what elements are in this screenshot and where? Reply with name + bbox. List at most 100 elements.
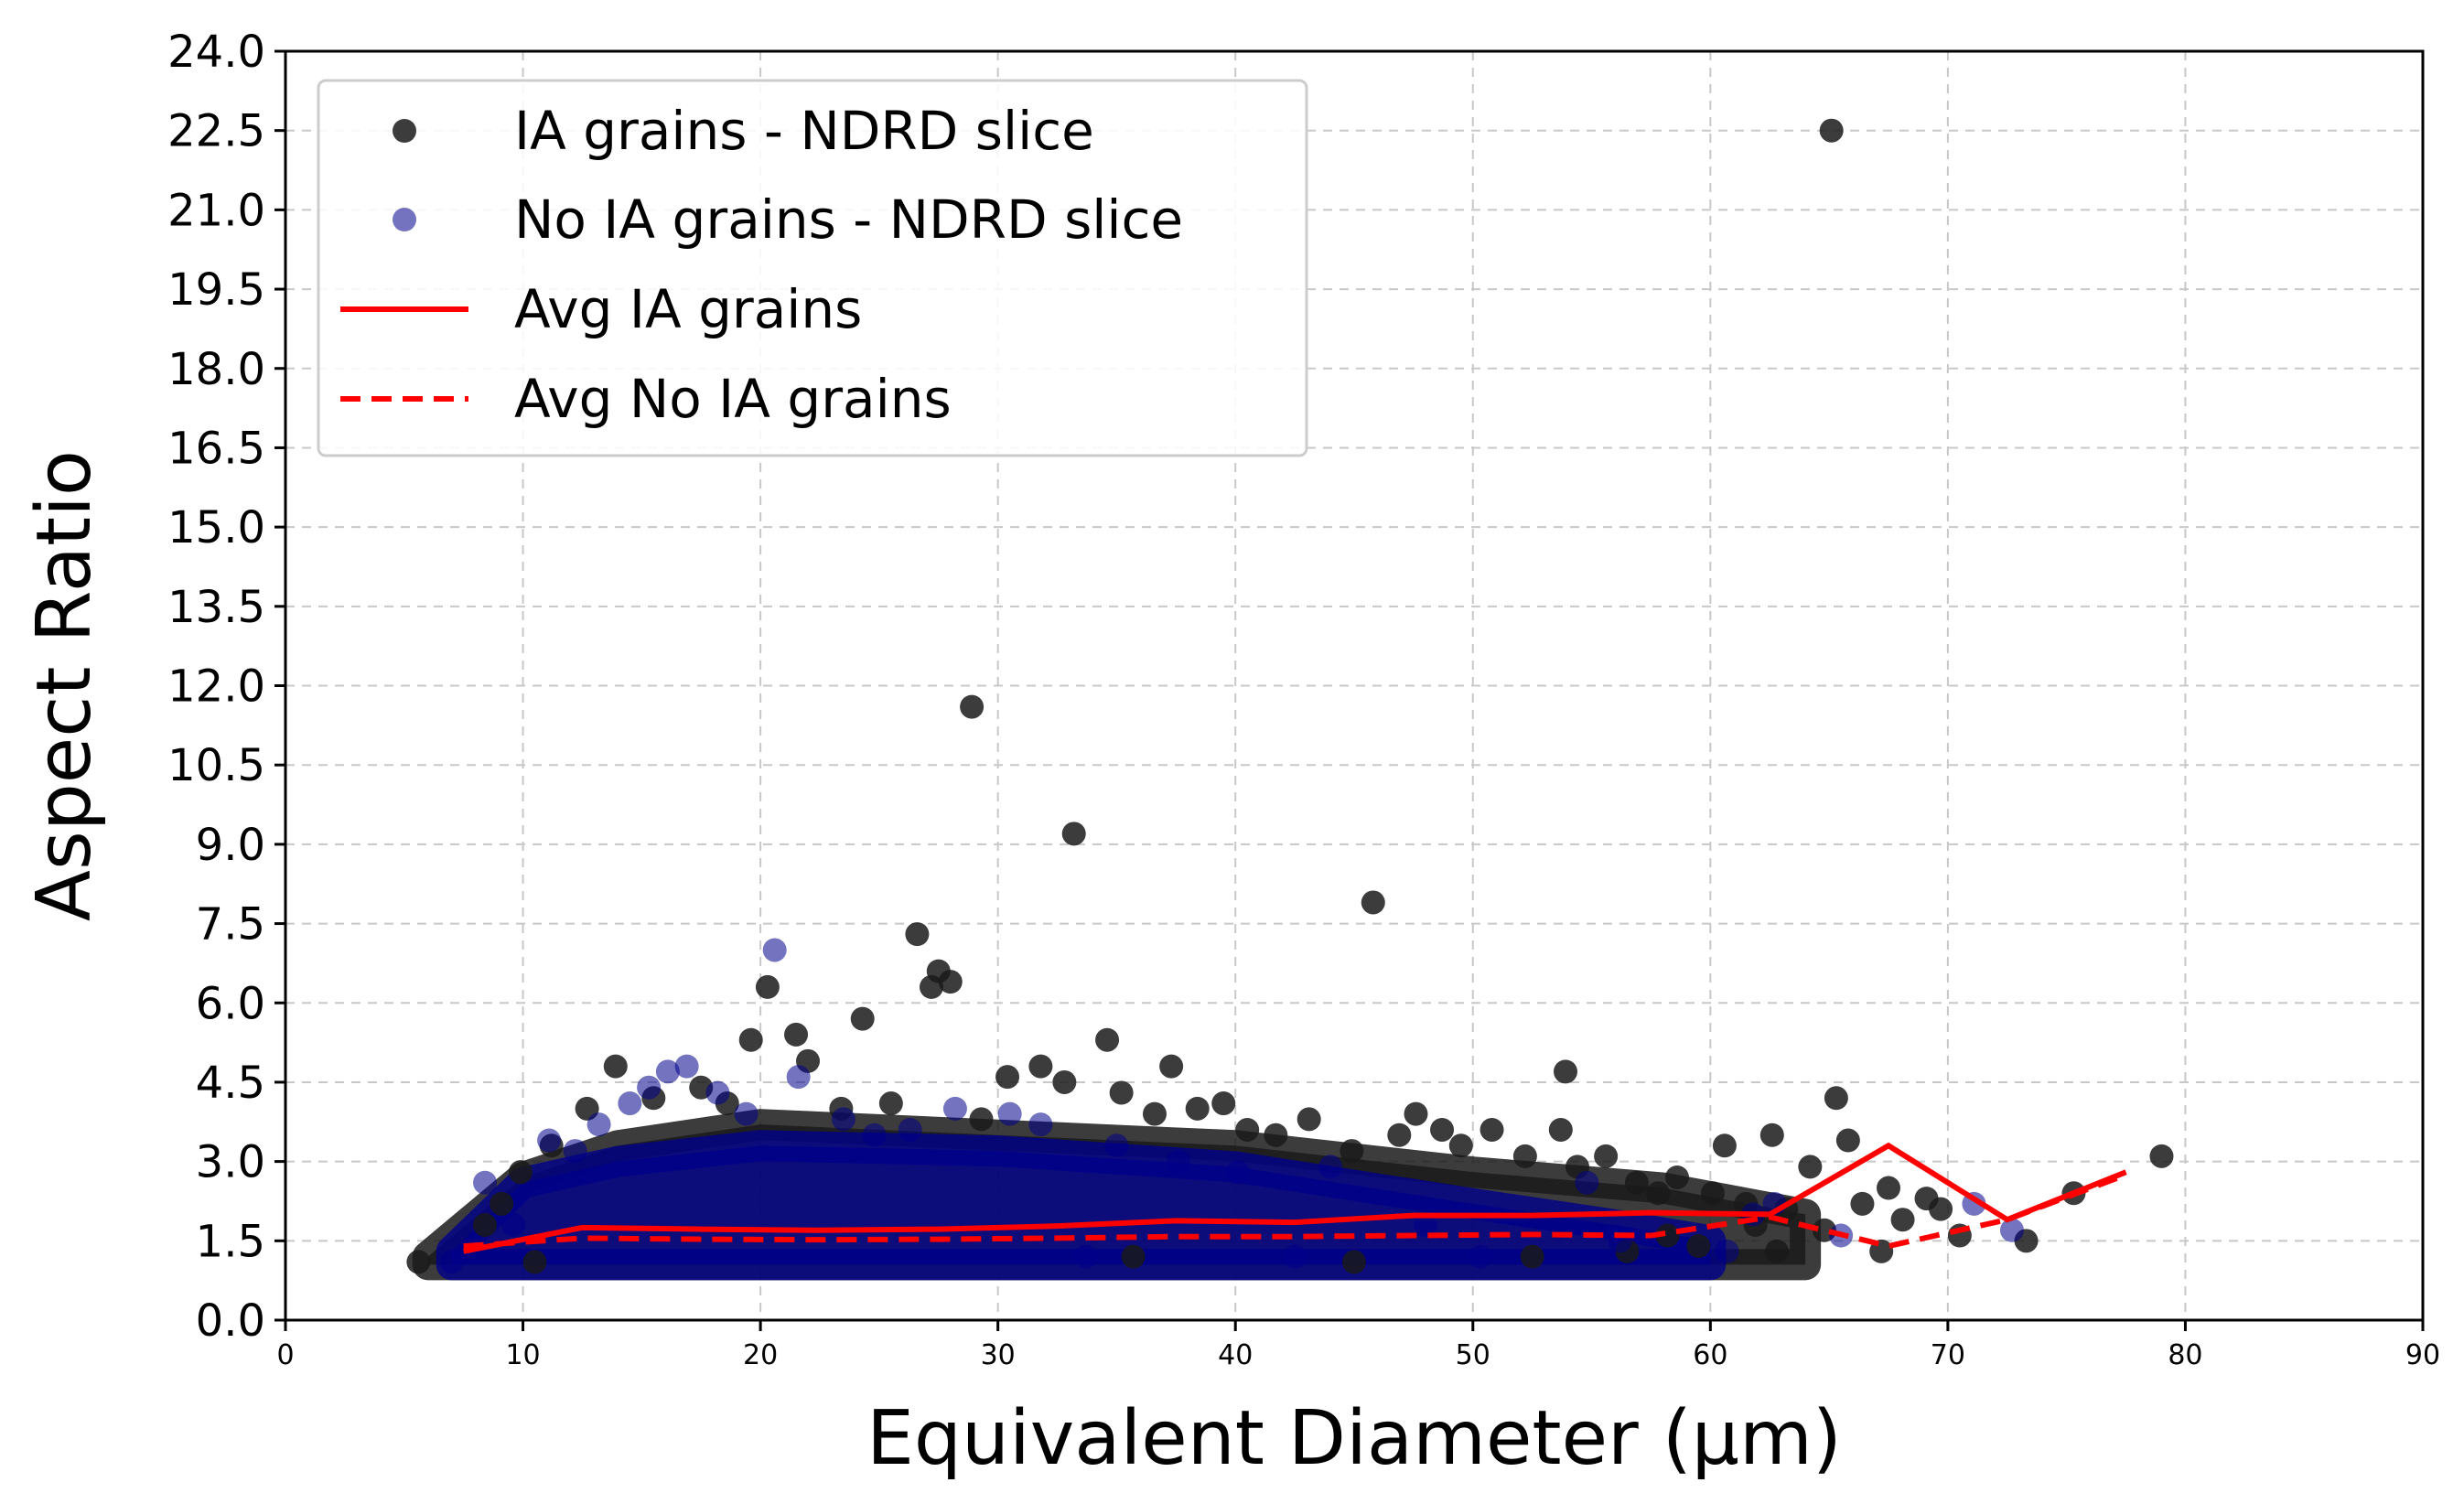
no-ia-grain-point [1413, 1212, 1437, 1237]
no-ia-grain-point [1104, 1133, 1129, 1158]
ia-grain-point [473, 1212, 498, 1237]
no-ia-grain-point [831, 1107, 855, 1132]
legend-marker-ia [393, 119, 416, 143]
no-ia-grain-point [898, 1117, 922, 1142]
x-tick-label: 40 [1218, 1339, 1253, 1371]
ia-grain-point [938, 970, 963, 994]
no-ia-grain-point [1073, 1244, 1098, 1269]
ia-grain-point [1759, 1123, 1784, 1147]
ia-grain-point [1342, 1250, 1366, 1274]
ia-grain-point [738, 1027, 763, 1052]
ia-grain-point [2149, 1144, 2174, 1168]
y-tick-label: 3.0 [196, 1137, 265, 1188]
ia-grain-point [1646, 1181, 1671, 1206]
ia-grain-point [1028, 1054, 1053, 1079]
y-tick-label: 24.0 [167, 27, 265, 78]
ia-grain-point [1109, 1080, 1134, 1105]
no-ia-grain-point [734, 1101, 759, 1126]
legend-label-ia-grains: IA grains - NDRD slice [514, 100, 1094, 162]
no-ia-grain-point [1999, 1218, 2024, 1242]
ia-grain-point [1404, 1101, 1428, 1126]
ia-grain-point [919, 974, 943, 999]
ia-grain-point [1700, 1181, 1725, 1206]
x-tick-label: 30 [981, 1339, 1016, 1371]
ia-grain-point [1387, 1123, 1412, 1147]
ia-grain-point [755, 974, 780, 999]
ia-grain-point [1850, 1191, 1875, 1216]
axis-ticks: 0 10 20 30 40 50 60 70 80 90 0.0 1.5 3.0 4.5 6.0 7.5 9.0… [167, 27, 2440, 1371]
ia-grain-point [1512, 1144, 1537, 1168]
ia-grain-point [1095, 1027, 1120, 1052]
ia-grain-point [1185, 1096, 1210, 1121]
ia-grain-point [508, 1160, 533, 1185]
ia-grain-point [960, 694, 985, 719]
ia-grain-point [1052, 1069, 1077, 1094]
x-tick-label: 80 [2168, 1339, 2202, 1371]
ia-grain-point [603, 1054, 628, 1079]
ia-grain-point [1664, 1165, 1689, 1189]
ia-grain-point [1929, 1197, 1953, 1221]
no-ia-grain-point [862, 1123, 887, 1147]
no-ia-grain-point [1715, 1239, 1739, 1263]
ia-grain-point [1890, 1208, 1915, 1232]
ia-grain-point [1448, 1133, 1473, 1158]
ia-grain-point [1159, 1054, 1184, 1079]
legend-box [317, 79, 1308, 457]
ia-grain-point [1624, 1170, 1649, 1195]
ia-grain-point [1211, 1091, 1236, 1116]
no-ia-grain-point [1028, 1112, 1053, 1137]
legend-marker-no-ia [393, 208, 416, 231]
ia-grain-point [1594, 1144, 1619, 1168]
x-tick-label: 70 [1931, 1339, 1965, 1371]
no-ia-grain-point [537, 1128, 562, 1153]
no-ia-grain-point [655, 1059, 680, 1084]
no-ia-grain-point [674, 1054, 699, 1079]
x-tick-label: 60 [1693, 1339, 1727, 1371]
no-ia-grain-point [1283, 1244, 1307, 1269]
no-ia-grain-point [637, 1075, 662, 1100]
ia-grain-point [1361, 890, 1385, 915]
ia-grain-point [1340, 1139, 1364, 1164]
ia-grain-point [1061, 822, 1086, 846]
legend-label-avg-no-ia: Avg No IA grains [514, 368, 952, 430]
y-tick-label: 15.0 [167, 502, 265, 553]
no-ia-grains-dense-band [436, 1130, 1727, 1281]
x-tick-label: 90 [2405, 1339, 2440, 1371]
no-ia-grain-point [942, 1096, 967, 1121]
ia-grain-point [1235, 1117, 1260, 1142]
ia-grain-point [969, 1107, 994, 1132]
ia-grain-point [1430, 1117, 1455, 1142]
no-ia-grain-point [1318, 1155, 1343, 1179]
x-tick-label: 50 [1456, 1339, 1490, 1371]
y-tick-label: 13.5 [167, 582, 265, 633]
ia-grain-point [1554, 1059, 1578, 1084]
y-tick-label: 1.5 [196, 1216, 265, 1267]
ia-grain-point [1712, 1133, 1737, 1158]
no-ia-grain-point [997, 1101, 1022, 1126]
ia-grain-point [490, 1191, 514, 1216]
ia-grain-point [1264, 1123, 1288, 1147]
y-tick-label: 6.0 [196, 978, 265, 1029]
x-axis-label: Equivalent Diameter (µm) [866, 1395, 1842, 1482]
ia-grain-point [1121, 1244, 1146, 1269]
y-tick-label: 21.0 [167, 185, 265, 236]
x-tick-label: 20 [743, 1339, 778, 1371]
x-tick-label: 10 [505, 1339, 540, 1371]
ia-grain-point [522, 1250, 547, 1274]
y-tick-label: 9.0 [196, 820, 265, 871]
ia-grain-point [995, 1065, 1020, 1090]
y-tick-label: 16.5 [167, 423, 265, 474]
x-tick-label: 0 [276, 1339, 294, 1371]
y-tick-label: 18.0 [167, 344, 265, 395]
no-ia-grain-point [1468, 1244, 1492, 1269]
no-ia-grain-point [705, 1080, 730, 1105]
no-ia-grain-point [762, 938, 787, 962]
legend: IA grains - NDRD slice No IA grains - ND… [317, 79, 1308, 457]
y-tick-label: 10.5 [167, 740, 265, 791]
ia-grain-point [1798, 1155, 1823, 1179]
legend-label-no-ia-grains: No IA grains - NDRD slice [514, 188, 1183, 251]
no-ia-grain-point [563, 1139, 587, 1164]
ia-grain-point [784, 1022, 809, 1047]
y-tick-label: 4.5 [196, 1058, 265, 1109]
